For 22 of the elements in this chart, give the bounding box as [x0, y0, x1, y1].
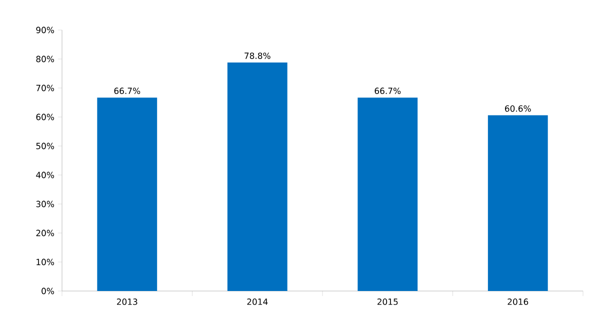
- bar: [227, 62, 288, 291]
- y-tick-label: 20%: [36, 230, 54, 236]
- y-tick-label: 30%: [36, 200, 54, 208]
- bar: [358, 98, 418, 291]
- y-tick-label: 50%: [36, 142, 54, 150]
- data-label: 78.8%: [244, 52, 270, 59]
- bar: [97, 98, 158, 291]
- bar: [488, 115, 548, 291]
- y-tick-label: 40%: [36, 172, 54, 178]
- y-tick-label: 10%: [36, 258, 54, 266]
- data-label: 66.7%: [114, 88, 140, 94]
- y-tick-label: 70%: [36, 84, 54, 92]
- y-tick-label: 60%: [36, 114, 54, 120]
- x-tick-label: 2015: [377, 298, 398, 305]
- x-tick-label: 2016: [508, 298, 528, 305]
- data-label: 66.7%: [374, 88, 401, 94]
- y-tick-label: 80%: [36, 56, 54, 62]
- y-tick-label: 90%: [36, 26, 54, 34]
- x-tick-label: 2014: [247, 298, 268, 305]
- y-tick-label: 0%: [42, 288, 54, 294]
- x-tick-label: 2013: [116, 298, 138, 305]
- data-label: 60.6%: [505, 105, 531, 112]
